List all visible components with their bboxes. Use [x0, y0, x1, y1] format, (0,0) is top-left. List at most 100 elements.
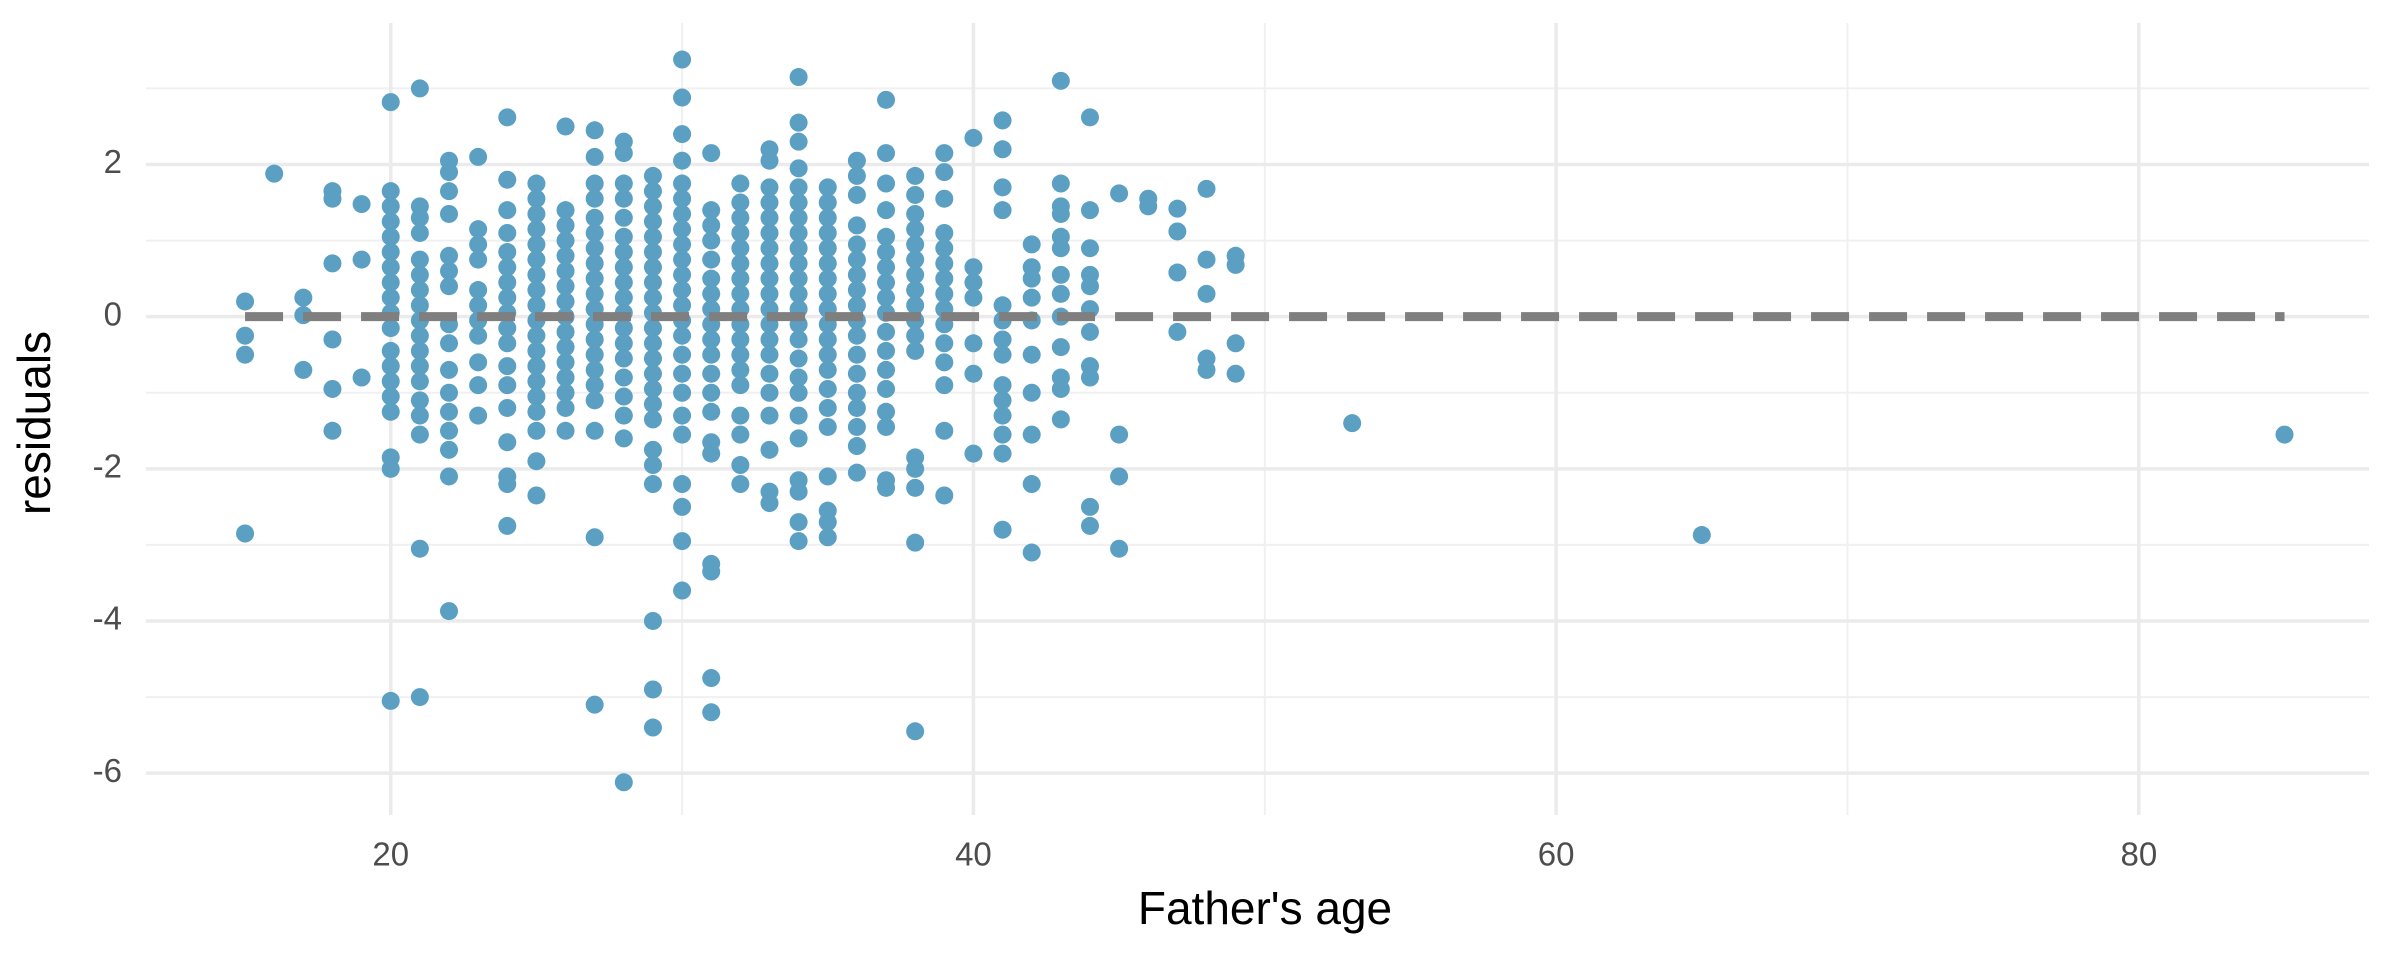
point: [935, 144, 954, 163]
point: [818, 178, 837, 197]
point: [498, 108, 517, 127]
point: [847, 398, 866, 417]
point: [1080, 368, 1099, 387]
point: [789, 159, 808, 178]
point: [993, 444, 1012, 463]
point: [498, 258, 517, 277]
point: [498, 201, 517, 220]
point: [1080, 201, 1099, 220]
point: [643, 182, 662, 201]
point: [469, 353, 488, 372]
point: [527, 235, 546, 254]
point: [993, 296, 1012, 315]
point: [906, 533, 925, 552]
point: [731, 456, 750, 475]
point: [614, 319, 633, 338]
point: [1051, 379, 1070, 398]
point: [527, 372, 546, 391]
point: [440, 467, 459, 486]
point: [847, 296, 866, 315]
point: [410, 406, 429, 425]
point: [498, 516, 517, 535]
point: [410, 372, 429, 391]
point: [789, 368, 808, 387]
point: [643, 718, 662, 737]
point: [789, 349, 808, 368]
point: [993, 520, 1012, 539]
point: [410, 688, 429, 707]
point: [381, 212, 400, 231]
point: [760, 330, 779, 349]
point: [236, 345, 255, 364]
point: [614, 227, 633, 246]
point: [440, 246, 459, 265]
point: [556, 353, 575, 372]
point: [702, 562, 721, 581]
point: [410, 296, 429, 315]
point: [906, 220, 925, 239]
point: [789, 383, 808, 402]
point: [1692, 526, 1711, 545]
point: [877, 227, 896, 246]
point: [1080, 108, 1099, 127]
point: [381, 372, 400, 391]
point: [381, 387, 400, 406]
point: [673, 532, 692, 551]
point: [643, 364, 662, 383]
point: [731, 239, 750, 258]
point: [702, 383, 721, 402]
point: [877, 174, 896, 193]
point: [585, 239, 604, 258]
point: [381, 182, 400, 201]
point: [469, 235, 488, 254]
point: [381, 197, 400, 216]
point: [906, 478, 925, 497]
point: [702, 216, 721, 235]
point: [760, 494, 779, 513]
point: [585, 345, 604, 364]
point: [556, 338, 575, 357]
point: [877, 288, 896, 307]
point: [935, 284, 954, 303]
point: [643, 273, 662, 292]
point: [440, 421, 459, 440]
point: [1197, 250, 1216, 269]
point: [818, 208, 837, 227]
point: [2275, 425, 2294, 444]
point: [556, 262, 575, 281]
point: [906, 296, 925, 315]
point: [818, 467, 837, 486]
point: [760, 223, 779, 242]
point: [702, 444, 721, 463]
point: [906, 341, 925, 360]
point: [964, 364, 983, 383]
point: [906, 250, 925, 269]
point: [760, 193, 779, 212]
point: [847, 281, 866, 300]
point: [702, 402, 721, 421]
point: [731, 475, 750, 494]
point: [440, 204, 459, 223]
point: [847, 364, 866, 383]
point: [1110, 467, 1129, 486]
point: [585, 254, 604, 273]
point: [469, 376, 488, 395]
point: [760, 406, 779, 425]
point: [1022, 288, 1041, 307]
point: [877, 258, 896, 277]
point: [760, 254, 779, 273]
point: [498, 319, 517, 338]
point: [935, 223, 954, 242]
point: [1110, 184, 1129, 203]
point: [556, 398, 575, 417]
point: [731, 193, 750, 212]
point: [1168, 199, 1187, 218]
point: [643, 243, 662, 262]
point: [993, 425, 1012, 444]
point: [323, 189, 342, 208]
point: [1168, 263, 1187, 282]
point: [847, 185, 866, 204]
point: [614, 334, 633, 353]
point: [294, 288, 313, 307]
